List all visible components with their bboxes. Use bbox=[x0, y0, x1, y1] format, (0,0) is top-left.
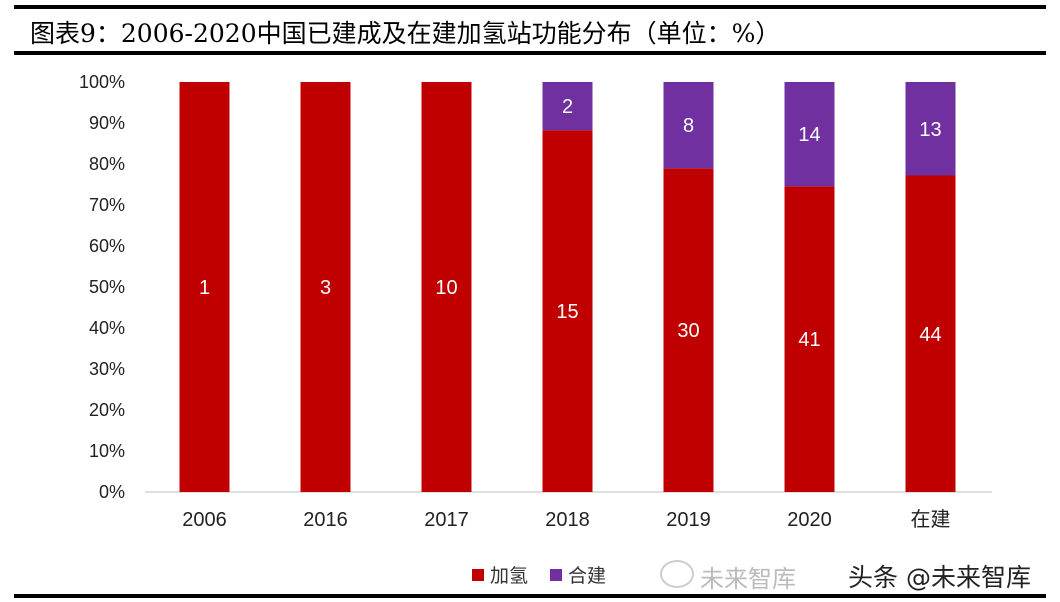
y-tick-label: 70% bbox=[89, 195, 125, 215]
y-tick-label: 0% bbox=[99, 482, 125, 502]
x-tick-label: 2006 bbox=[182, 509, 227, 531]
x-tick-label: 2020 bbox=[787, 509, 832, 531]
y-tick-label: 20% bbox=[89, 400, 125, 420]
watermark: 头条 @未来智库 bbox=[848, 563, 1031, 592]
data-label: 15 bbox=[556, 301, 578, 323]
x-tick-label: 在建 bbox=[911, 508, 951, 531]
y-tick-label: 10% bbox=[89, 441, 125, 461]
data-label: 44 bbox=[919, 324, 941, 346]
bar-jiaqing bbox=[784, 186, 835, 492]
y-tick-label: 50% bbox=[89, 277, 125, 297]
bar-jiaqing bbox=[179, 82, 230, 492]
bottom-rule bbox=[14, 594, 1046, 598]
legend-swatch-hejian bbox=[550, 568, 563, 581]
x-tick-label: 2019 bbox=[666, 509, 711, 531]
chart-title: 图表9：2006-2020中国已建成及在建加氢站功能分布（单位：%） bbox=[30, 19, 781, 48]
y-tick-label: 40% bbox=[89, 318, 125, 338]
wechat-icon bbox=[660, 560, 694, 588]
data-label: 13 bbox=[919, 119, 941, 141]
x-tick-label: 2017 bbox=[424, 509, 469, 531]
y-tick-label: 90% bbox=[89, 113, 125, 133]
top-rule bbox=[14, 5, 1046, 9]
x-tick-label: 2018 bbox=[545, 509, 590, 531]
bar-jiaqing bbox=[300, 82, 351, 492]
y-tick-label: 80% bbox=[89, 154, 125, 174]
legend: 加氢 合建 bbox=[472, 561, 606, 588]
data-label: 8 bbox=[683, 115, 694, 137]
y-tick-label: 60% bbox=[89, 236, 125, 256]
bar-hejian bbox=[905, 82, 956, 176]
legend-label-hejian: 合建 bbox=[568, 565, 607, 587]
bar-hejian bbox=[542, 82, 593, 131]
watermark-faded: 未来智库 bbox=[700, 565, 796, 593]
data-label: 2 bbox=[562, 96, 573, 118]
x-tick-label: 2016 bbox=[303, 509, 348, 531]
y-tick-label: 100% bbox=[79, 72, 125, 92]
legend-label-jiaqing: 加氢 bbox=[490, 565, 529, 587]
bar-jiaqing bbox=[542, 130, 593, 492]
data-label: 30 bbox=[677, 320, 699, 342]
bar-jiaqing bbox=[421, 82, 472, 492]
bar-hejian bbox=[663, 82, 714, 169]
data-label: 3 bbox=[320, 277, 331, 299]
y-tick-label: 30% bbox=[89, 359, 125, 379]
legend-swatch-jiaqing bbox=[472, 568, 484, 581]
title-rule bbox=[14, 51, 1046, 55]
data-label: 41 bbox=[798, 329, 820, 351]
bar-jiaqing bbox=[905, 175, 956, 492]
data-label: 1 bbox=[199, 277, 210, 299]
data-label: 14 bbox=[798, 124, 820, 146]
bar-jiaqing bbox=[663, 168, 714, 492]
data-label: 10 bbox=[435, 277, 457, 299]
bar-hejian bbox=[784, 82, 835, 187]
